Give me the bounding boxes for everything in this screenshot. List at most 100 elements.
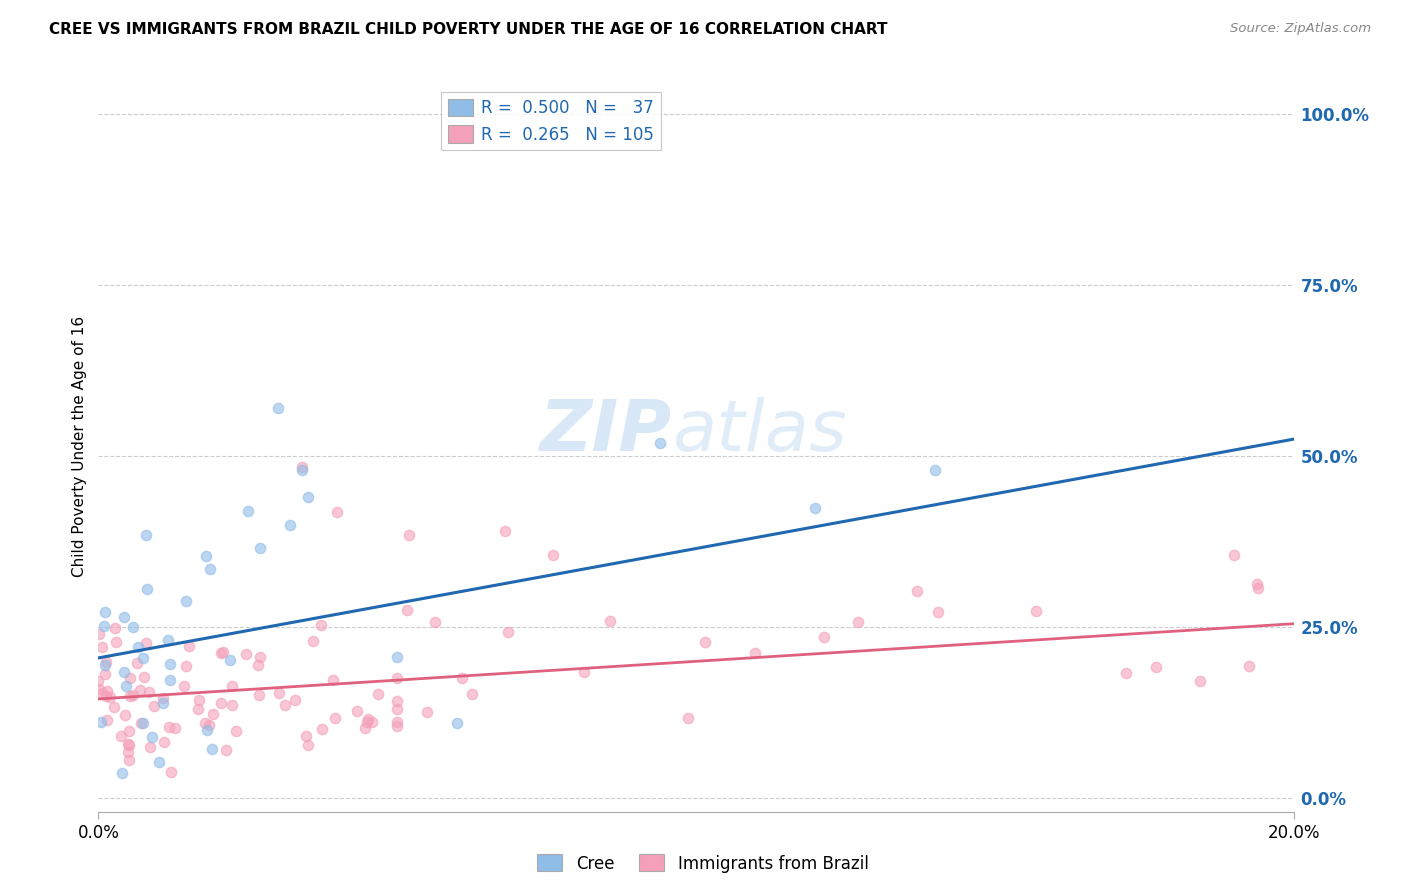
Point xyxy=(1246,577,1268,591)
Point xyxy=(1115,665,1137,680)
Point xyxy=(1223,549,1246,563)
Point xyxy=(160,765,183,780)
Point xyxy=(163,721,186,735)
Point xyxy=(91,640,114,655)
Point xyxy=(110,729,132,743)
Point xyxy=(118,690,141,704)
Point xyxy=(367,687,389,701)
Point xyxy=(804,500,827,515)
Point xyxy=(309,617,332,632)
Point xyxy=(128,683,150,698)
Point xyxy=(90,714,112,729)
Point xyxy=(267,401,290,416)
Point xyxy=(138,739,160,754)
Point xyxy=(132,651,155,665)
Point xyxy=(346,704,368,718)
Point xyxy=(496,625,519,640)
Point xyxy=(96,713,118,727)
Point xyxy=(138,685,160,699)
Point xyxy=(157,720,180,734)
Point xyxy=(236,504,259,518)
Point xyxy=(197,718,219,732)
Point xyxy=(326,505,349,519)
Point xyxy=(325,711,347,725)
Point xyxy=(695,635,717,649)
Point xyxy=(297,739,319,753)
Point xyxy=(122,689,145,703)
Point xyxy=(159,657,181,672)
Point xyxy=(235,647,257,661)
Point xyxy=(1144,660,1167,674)
Point xyxy=(152,696,174,710)
Point xyxy=(924,463,946,477)
Point xyxy=(356,715,378,730)
Legend: R =  0.500   N =   37, R =  0.265   N = 105: R = 0.500 N = 37, R = 0.265 N = 105 xyxy=(441,92,661,150)
Point xyxy=(195,549,218,563)
Point xyxy=(120,672,142,686)
Point xyxy=(297,490,319,504)
Point xyxy=(96,684,118,698)
Point xyxy=(209,646,232,660)
Point xyxy=(395,603,418,617)
Point xyxy=(1025,604,1047,618)
Point xyxy=(174,658,197,673)
Point xyxy=(295,729,318,743)
Point xyxy=(188,693,211,707)
Point xyxy=(195,723,218,737)
Point xyxy=(385,714,409,729)
Point xyxy=(1247,581,1270,595)
Point xyxy=(111,765,134,780)
Point xyxy=(221,679,243,693)
Point xyxy=(152,690,174,705)
Point xyxy=(127,640,149,654)
Point xyxy=(135,582,157,596)
Point xyxy=(212,645,235,659)
Text: Source: ZipAtlas.com: Source: ZipAtlas.com xyxy=(1230,22,1371,36)
Point xyxy=(93,619,115,633)
Point xyxy=(117,745,139,759)
Point xyxy=(125,656,148,670)
Point xyxy=(1189,674,1212,689)
Point xyxy=(153,735,176,749)
Point xyxy=(385,672,409,686)
Point xyxy=(89,681,111,696)
Point xyxy=(94,605,117,619)
Point xyxy=(143,698,166,713)
Point xyxy=(202,707,225,722)
Point xyxy=(135,635,157,649)
Point xyxy=(291,463,314,477)
Point xyxy=(201,741,224,756)
Point xyxy=(385,693,409,707)
Point xyxy=(541,549,564,563)
Point xyxy=(494,524,516,539)
Point xyxy=(134,670,156,684)
Point xyxy=(94,667,117,681)
Point xyxy=(278,518,301,533)
Point xyxy=(249,649,271,664)
Point xyxy=(322,673,344,687)
Point xyxy=(267,685,290,699)
Point xyxy=(450,671,472,685)
Point xyxy=(117,737,139,751)
Point xyxy=(221,698,243,712)
Point xyxy=(115,679,138,693)
Point xyxy=(187,702,209,716)
Point xyxy=(398,528,420,542)
Point xyxy=(129,716,152,731)
Point xyxy=(135,528,157,542)
Point xyxy=(599,614,621,628)
Point xyxy=(360,715,382,730)
Point xyxy=(132,716,155,731)
Point xyxy=(177,639,200,653)
Point xyxy=(311,722,333,736)
Point xyxy=(353,721,375,735)
Text: atlas: atlas xyxy=(672,397,846,466)
Point xyxy=(105,635,128,649)
Legend: Cree, Immigrants from Brazil: Cree, Immigrants from Brazil xyxy=(531,847,875,880)
Point xyxy=(98,690,121,704)
Point xyxy=(385,719,409,733)
Point xyxy=(813,630,835,644)
Point xyxy=(246,658,269,673)
Point xyxy=(219,653,242,667)
Point xyxy=(302,633,325,648)
